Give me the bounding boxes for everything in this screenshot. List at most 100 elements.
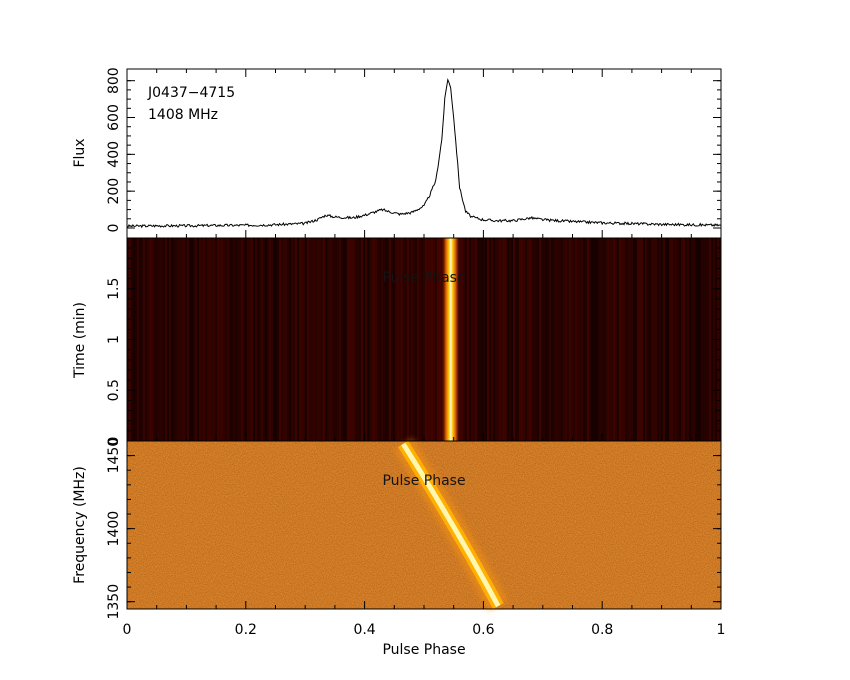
frequency-phase-overlay-label: Pulse Phase (382, 473, 465, 489)
time-phase-stripe (685, 238, 687, 441)
time-phase-stripe (525, 238, 527, 441)
time-phase-stripe (157, 238, 159, 441)
time-phase-stripe (187, 238, 189, 441)
time-phase-stripe (647, 238, 649, 441)
time-phase-stripe (305, 238, 307, 441)
time-phase-stripe (625, 238, 627, 441)
time-phase-stripe (169, 238, 171, 441)
time-phase-stripe (631, 238, 633, 441)
time-phase-stripe (593, 238, 595, 441)
time-phase-stripe (209, 238, 211, 441)
time-phase-stripe (397, 238, 399, 441)
time-phase-stripe (507, 238, 509, 441)
time-phase-stripe (623, 238, 625, 441)
time-phase-stripe (265, 238, 267, 441)
time-phase-stripe (341, 238, 343, 441)
time-phase-stripe (701, 238, 703, 441)
time-phase-stripe (203, 238, 205, 441)
freq-ytick-label: 1400 (106, 511, 122, 547)
time-phase-stripe (261, 238, 263, 441)
time-phase-stripe (513, 238, 515, 441)
time-phase-stripe (475, 238, 477, 441)
time-phase-stripe (211, 238, 213, 441)
time-phase-stripe (471, 238, 473, 441)
time-phase-stripe (547, 238, 549, 441)
profile-ytick-label: 800 (106, 67, 122, 94)
time-phase-stripe (297, 238, 299, 441)
time-phase-stripe (273, 238, 275, 441)
time-phase-stripe (303, 238, 305, 441)
time-phase-stripe (323, 238, 325, 441)
profile-ytick-label: 400 (106, 141, 122, 168)
time-phase-stripe (163, 238, 165, 441)
time-phase-stripe (575, 238, 577, 441)
time-phase-stripe (693, 238, 695, 441)
time-phase-stripe (611, 238, 613, 441)
time-phase-stripe (219, 238, 221, 441)
time-phase-stripe (317, 238, 319, 441)
time-phase-stripe (535, 238, 537, 441)
time-phase-stripe (653, 238, 655, 441)
time-phase-stripe (363, 238, 365, 441)
time-phase-stripe (587, 238, 589, 441)
time-phase-stripe (145, 238, 147, 441)
time-phase-stripe (227, 238, 229, 441)
time-phase-stripe (359, 238, 361, 441)
time-phase-stripe (329, 238, 331, 441)
time-ytick-label: 0.5 (106, 379, 122, 401)
time-phase-stripe (167, 238, 169, 441)
time-phase-stripe (571, 238, 573, 441)
time-phase-stripe (605, 238, 607, 441)
time-phase-stripe (673, 238, 675, 441)
profile-ytick-label: 0 (106, 224, 122, 233)
time-phase-stripe (307, 238, 309, 441)
time-phase-stripes (127, 238, 721, 441)
time-phase-stripe (151, 238, 153, 441)
time-phase-stripe (657, 238, 659, 441)
time-phase-stripe (321, 238, 323, 441)
time-phase-stripe (379, 238, 381, 441)
time-phase-stripe (563, 238, 565, 441)
time-phase-stripe (409, 238, 411, 441)
time-phase-stripe (149, 238, 151, 441)
time-phase-stripe (343, 238, 345, 441)
time-phase-stripe (565, 238, 567, 441)
time-phase-stripe (683, 238, 685, 441)
time-phase-stripe (201, 238, 203, 441)
freq-xtick-label: 0.6 (472, 622, 494, 638)
time-phase-stripe (237, 238, 239, 441)
time-phase-stripe (433, 238, 435, 441)
time-phase-stripe (479, 238, 481, 441)
frequency-phase-xlabel: Pulse Phase (382, 642, 465, 658)
time-phase-stripe (331, 238, 333, 441)
time-phase-stripe (353, 238, 355, 441)
time-phase-stripe (401, 238, 403, 441)
time-phase-stripe (597, 238, 599, 441)
time-phase-stripe (385, 238, 387, 441)
time-phase-stripe (515, 238, 517, 441)
time-phase-stripe (313, 238, 315, 441)
time-phase-stripe (493, 238, 495, 441)
time-phase-stripe (263, 238, 265, 441)
time-phase-stripe (229, 238, 231, 441)
time-phase-stripe (135, 238, 137, 441)
freq-xtick-label: 1 (717, 622, 726, 638)
time-phase-stripe (495, 238, 497, 441)
time-phase-stripe (291, 238, 293, 441)
time-phase-stripe (617, 238, 619, 441)
time-phase-stripe (239, 238, 241, 441)
time-phase-stripe (537, 238, 539, 441)
time-phase-stripe (417, 238, 419, 441)
time-phase-stripe (557, 238, 559, 441)
time-phase-stripe (333, 238, 335, 441)
time-phase-stripe (477, 238, 479, 441)
time-phase-stripe (251, 238, 253, 441)
time-phase-stripe (551, 238, 553, 441)
time-phase-stripe (221, 238, 223, 441)
time-phase-stripe (147, 238, 149, 441)
time-phase-stripe (527, 238, 529, 441)
time-phase-stripe (681, 238, 683, 441)
time-phase-stripe (529, 238, 531, 441)
time-phase-stripe (283, 238, 285, 441)
